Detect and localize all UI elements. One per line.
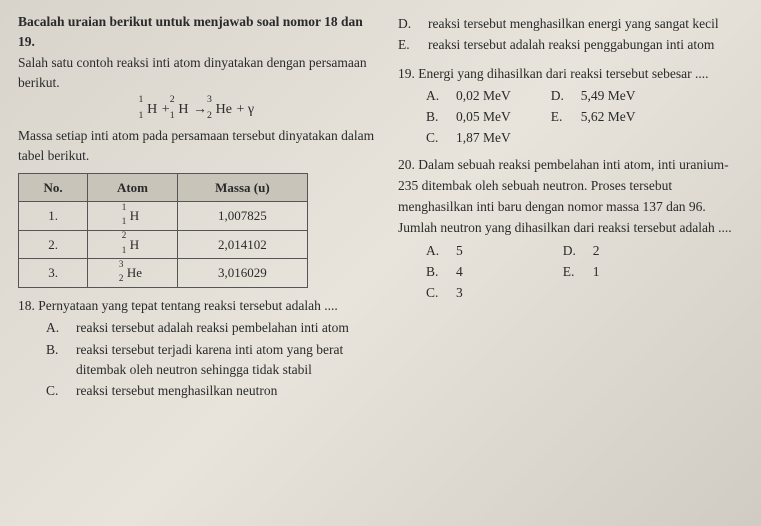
q18-stem: Pernyataan yang tepat tentang reaksi ter… [38,298,338,313]
q18-opt-e: E.reaksi tersebut adalah reaksi penggabu… [398,35,743,55]
th-atom: Atom [88,173,178,202]
q18-num: 18. [18,298,35,313]
passage-intro: Bacalah uraian berikut untuk menjawab so… [18,12,378,53]
q18-opt-c: C.reaksi tersebut menghasilkan neutron [46,381,378,401]
q18-opt-a: A.reaksi tersebut adalah reaksi pembelah… [46,318,378,338]
q20-opt-e: E.1 [563,262,600,283]
q18: 18. Pernyataan yang tepat tentang reaksi… [18,296,378,402]
q20: 20. Dalam sebuah reaksi pembelahan inti … [398,155,743,303]
q19-stem: Energi yang dihasilkan dari reaksi terse… [418,66,708,81]
q20-opt-a: A.5 [426,241,463,262]
q19-opt-b: B.0,05 MeV [426,107,511,128]
equation: 11H + 21H → 32He + γ [18,99,378,120]
q19-opt-e: E.5,62 MeV [551,107,636,128]
q19-opt-a: A.0,02 MeV [426,86,511,107]
table-row: 3. 32He 3,016029 [19,259,308,288]
q18-opt-d: D.reaksi tersebut menghasilkan energi ya… [398,14,743,34]
q20-stem: Dalam sebuah reaksi pembelahan inti atom… [398,157,732,235]
q18-opt-b: B.reaksi tersebut terjadi karena inti at… [46,340,378,381]
q19: 19. Energi yang dihasilkan dari reaksi t… [398,64,743,150]
th-massa: Massa (u) [177,173,307,202]
passage-line2: Massa setiap inti atom pada persamaan te… [18,126,378,167]
table-row: 1. 11H 1,007825 [19,202,308,231]
th-no: No. [19,173,88,202]
q20-opt-d: D.2 [563,241,600,262]
passage-line1: Salah satu contoh reaksi inti atom dinya… [18,53,378,94]
table-row: 2. 21H 2,014102 [19,230,308,259]
q19-opt-c: C.1,87 MeV [426,128,743,149]
q20-opt-b: B.4 [426,262,463,283]
q19-num: 19. [398,66,415,81]
q20-opt-c: C.3 [426,283,743,304]
mass-table: No. Atom Massa (u) 1. 11H 1,007825 2. 21… [18,173,308,288]
q19-opt-d: D.5,49 MeV [551,86,636,107]
q20-num: 20. [398,157,415,172]
